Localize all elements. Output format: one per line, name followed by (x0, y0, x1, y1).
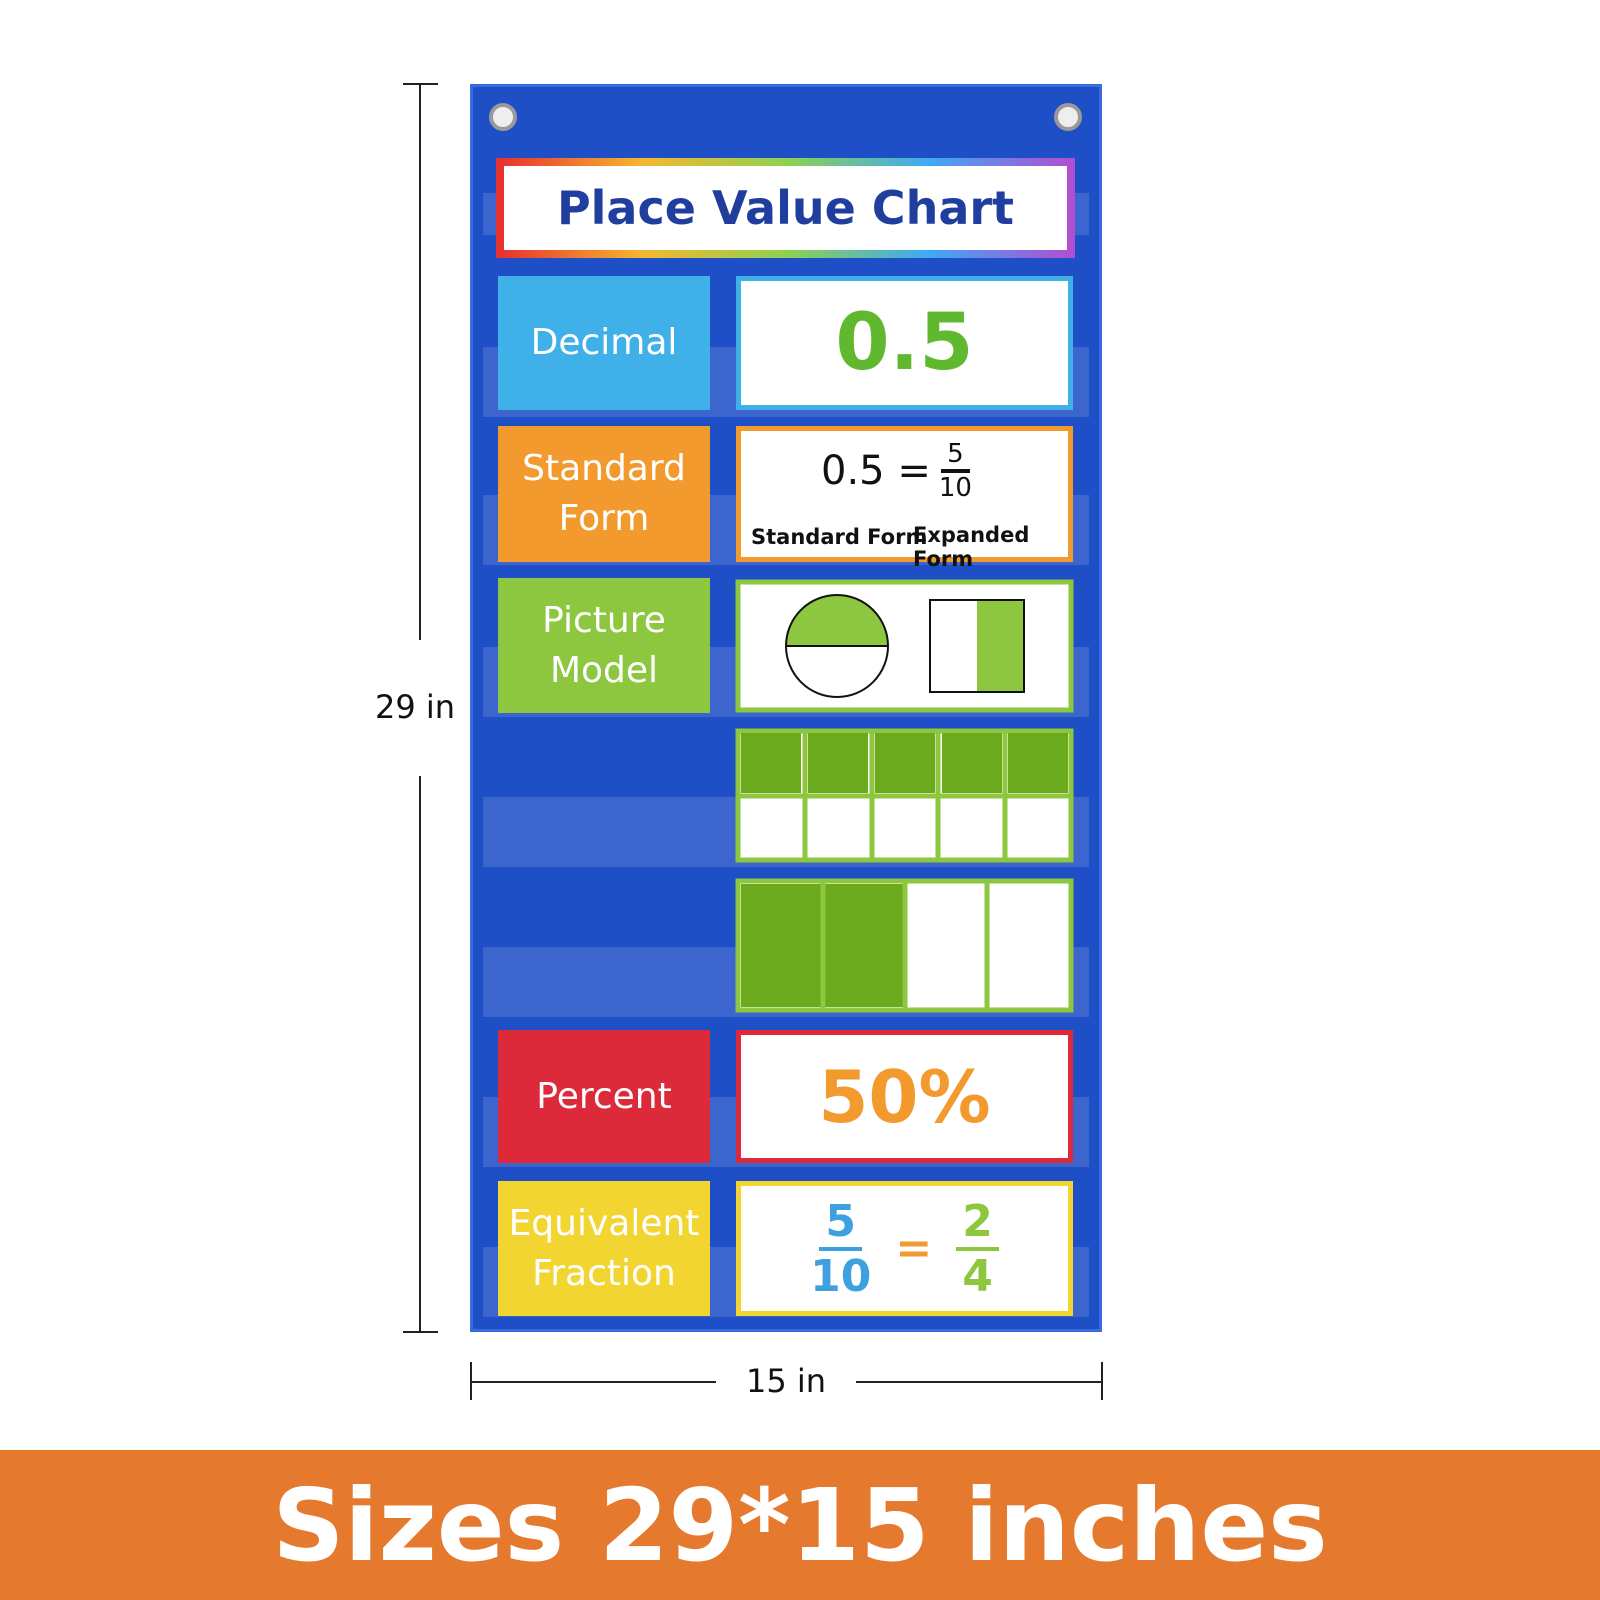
denominator: 10 (938, 473, 972, 503)
numerator: 5 (819, 1196, 863, 1251)
banner: Sizes 29*15 inches (0, 1450, 1600, 1600)
dimension-lines (403, 83, 1103, 1400)
row-label: Decimal (498, 276, 710, 410)
numerator: 2 (956, 1196, 999, 1251)
numerator: 5 (941, 439, 970, 473)
width-label: 15 in (745, 1362, 827, 1400)
title-card (496, 158, 1075, 258)
decorations (489, 103, 1082, 1013)
fraction: 5 10 (939, 439, 972, 503)
row-label: Equivalent Fraction (498, 1181, 710, 1316)
denominator: 4 (962, 1250, 993, 1302)
row-label: Picture Model (498, 578, 710, 713)
grommet (489, 103, 517, 131)
caption: Standard Form (751, 525, 928, 549)
picture-model (735, 579, 1074, 713)
tenths-model (735, 728, 1074, 863)
equation-text: 0.5 = (821, 448, 931, 494)
decimal-card: 0.5 (736, 276, 1073, 410)
standard-form-card: 0.5 = 5 10 Standard Form Expanded Form (736, 426, 1073, 571)
row-label: Percent (498, 1030, 710, 1163)
height-label: 29 in (374, 688, 456, 726)
grommet (1054, 103, 1082, 131)
denominator: 10 (810, 1250, 872, 1302)
equation: 0.5 = 5 10 (821, 439, 972, 503)
title: Place Value Chart (556, 181, 1015, 235)
row-label: Standard Form (498, 426, 710, 562)
percent-card: 50% (736, 1030, 1073, 1163)
halves-model (735, 878, 1074, 1013)
fraction: 5 10 (810, 1196, 871, 1302)
caption: Expanded Form (913, 523, 1030, 571)
equals: = (895, 1223, 933, 1274)
